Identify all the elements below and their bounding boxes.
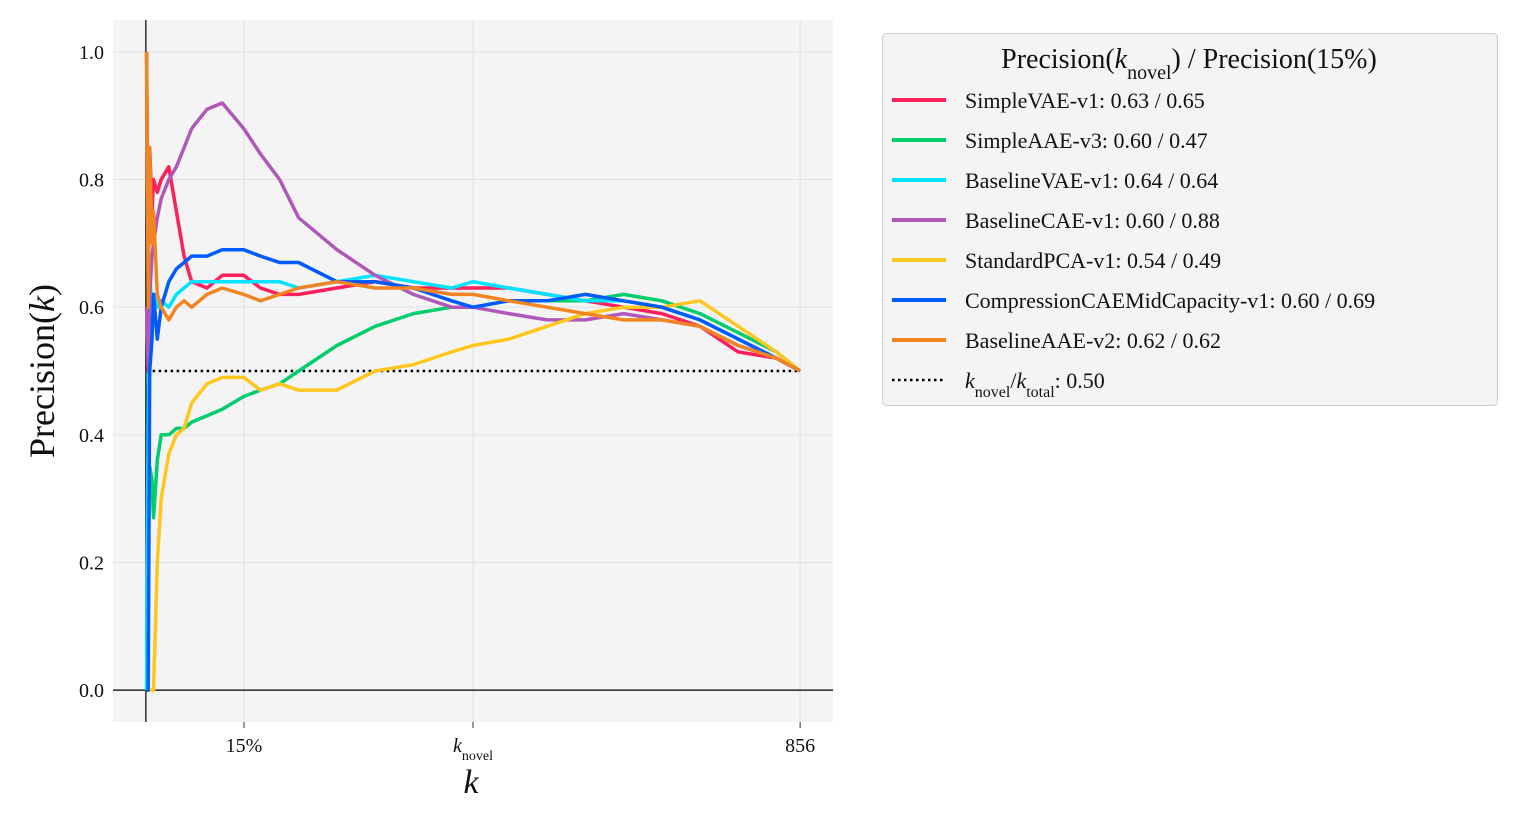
legend-score: 0.60 <box>1114 128 1153 153</box>
legend-separator: : <box>1115 328 1127 353</box>
legend-box <box>882 33 1498 406</box>
legend-title: Precision(knovel) / Precision(15%) <box>1001 44 1377 84</box>
text-part: Precision( <box>22 312 62 458</box>
legend-label: knovel/ktotal: 0.50 <box>965 368 1105 401</box>
legend-score: 0.63 <box>1111 88 1150 113</box>
text-part: total <box>1026 384 1055 401</box>
x-axis-label: k <box>463 764 479 801</box>
legend-score: 0.88 <box>1181 208 1220 233</box>
text-part: k <box>463 764 479 801</box>
y-axis-label: Precision(k) <box>22 284 62 458</box>
text-part: / <box>1010 368 1017 393</box>
text-part: Precision( <box>1001 44 1115 75</box>
y-tick-label: 0.0 <box>79 680 104 702</box>
legend-score: 0.60 <box>1281 288 1320 313</box>
legend-separator: : <box>1114 208 1126 233</box>
legend-score: 0.65 <box>1166 88 1205 113</box>
legend-separator: / <box>1152 128 1169 153</box>
y-tick-label: 1.0 <box>79 42 104 64</box>
legend-separator: / <box>1165 248 1182 273</box>
text-part: k <box>1115 44 1128 75</box>
legend-name: BaselineVAE-v1 <box>965 168 1112 193</box>
x-tick-label: knovel <box>453 735 493 764</box>
legend-score: 0.64 <box>1180 168 1219 193</box>
legend-name: StandardPCA-v1 <box>965 248 1115 273</box>
text-part: k <box>965 368 976 393</box>
text-part: novel <box>1127 62 1172 84</box>
legend-label: CompressionCAEMidCapacity-v1: 0.60 / 0.6… <box>965 288 1375 313</box>
legend-name: SimpleAAE-v3 <box>965 128 1102 153</box>
legend-label: SimpleAAE-v3: 0.60 / 0.47 <box>965 128 1208 153</box>
legend-label: BaselineCAE-v1: 0.60 / 0.88 <box>965 208 1220 233</box>
legend-label: BaselineVAE-v1: 0.64 / 0.64 <box>965 168 1218 193</box>
legend-score: 0.62 <box>1183 328 1222 353</box>
text-part: k <box>22 295 62 312</box>
y-tick-label: 0.4 <box>79 425 104 447</box>
legend-separator: / <box>1149 88 1166 113</box>
legend-score: 0.60 <box>1126 208 1165 233</box>
legend-separator: / <box>1319 288 1336 313</box>
text-part: ) / Precision(15%) <box>1172 44 1377 75</box>
legend-name: BaselineCAE-v1 <box>965 208 1114 233</box>
series-line <box>144 101 801 373</box>
legend-score: 0.69 <box>1337 288 1376 313</box>
series-line <box>146 247 801 692</box>
text-part: ) <box>22 284 62 296</box>
legend-separator: : <box>1102 128 1114 153</box>
text-part: novel <box>975 384 1011 401</box>
text-part: novel <box>462 749 493 764</box>
text-part: 856 <box>785 735 815 757</box>
y-tick-label: 0.6 <box>79 297 104 319</box>
legend-separator: / <box>1165 328 1182 353</box>
legend-name: SimpleVAE-v1 <box>965 88 1099 113</box>
x-tick-label: 856 <box>785 735 815 757</box>
text-part: 15% <box>226 735 263 757</box>
x-tick-label: 15% <box>226 735 263 757</box>
legend-score: 0.50 <box>1066 368 1105 393</box>
text-part: k <box>453 735 463 757</box>
series-line <box>144 51 801 373</box>
legend-separator: / <box>1163 168 1180 193</box>
legend-separator: : <box>1099 88 1111 113</box>
y-tick-label: 0.8 <box>79 170 104 192</box>
legend-separator: : <box>1112 168 1124 193</box>
legend-score: 0.54 <box>1127 248 1166 273</box>
legend-score: 0.47 <box>1169 128 1208 153</box>
legend-label: SimpleVAE-v1: 0.63 / 0.65 <box>965 88 1205 113</box>
legend-separator: : <box>1269 288 1281 313</box>
legend-separator: / <box>1164 208 1181 233</box>
legend-name: CompressionCAEMidCapacity-v1 <box>965 288 1269 313</box>
legend-label: StandardPCA-v1: 0.54 / 0.49 <box>965 248 1221 273</box>
legend-name: BaselineAAE-v2 <box>965 328 1115 353</box>
legend-score: 0.62 <box>1127 328 1166 353</box>
series-line <box>146 299 802 692</box>
y-tick-label: 0.2 <box>79 552 104 574</box>
legend-score: 0.49 <box>1183 248 1222 273</box>
legend-separator: : <box>1115 248 1127 273</box>
legend-label: BaselineAAE-v2: 0.62 / 0.62 <box>965 328 1221 353</box>
legend-score: 0.64 <box>1124 168 1163 193</box>
text-part: : <box>1055 368 1067 393</box>
text-part: k <box>1016 368 1027 393</box>
